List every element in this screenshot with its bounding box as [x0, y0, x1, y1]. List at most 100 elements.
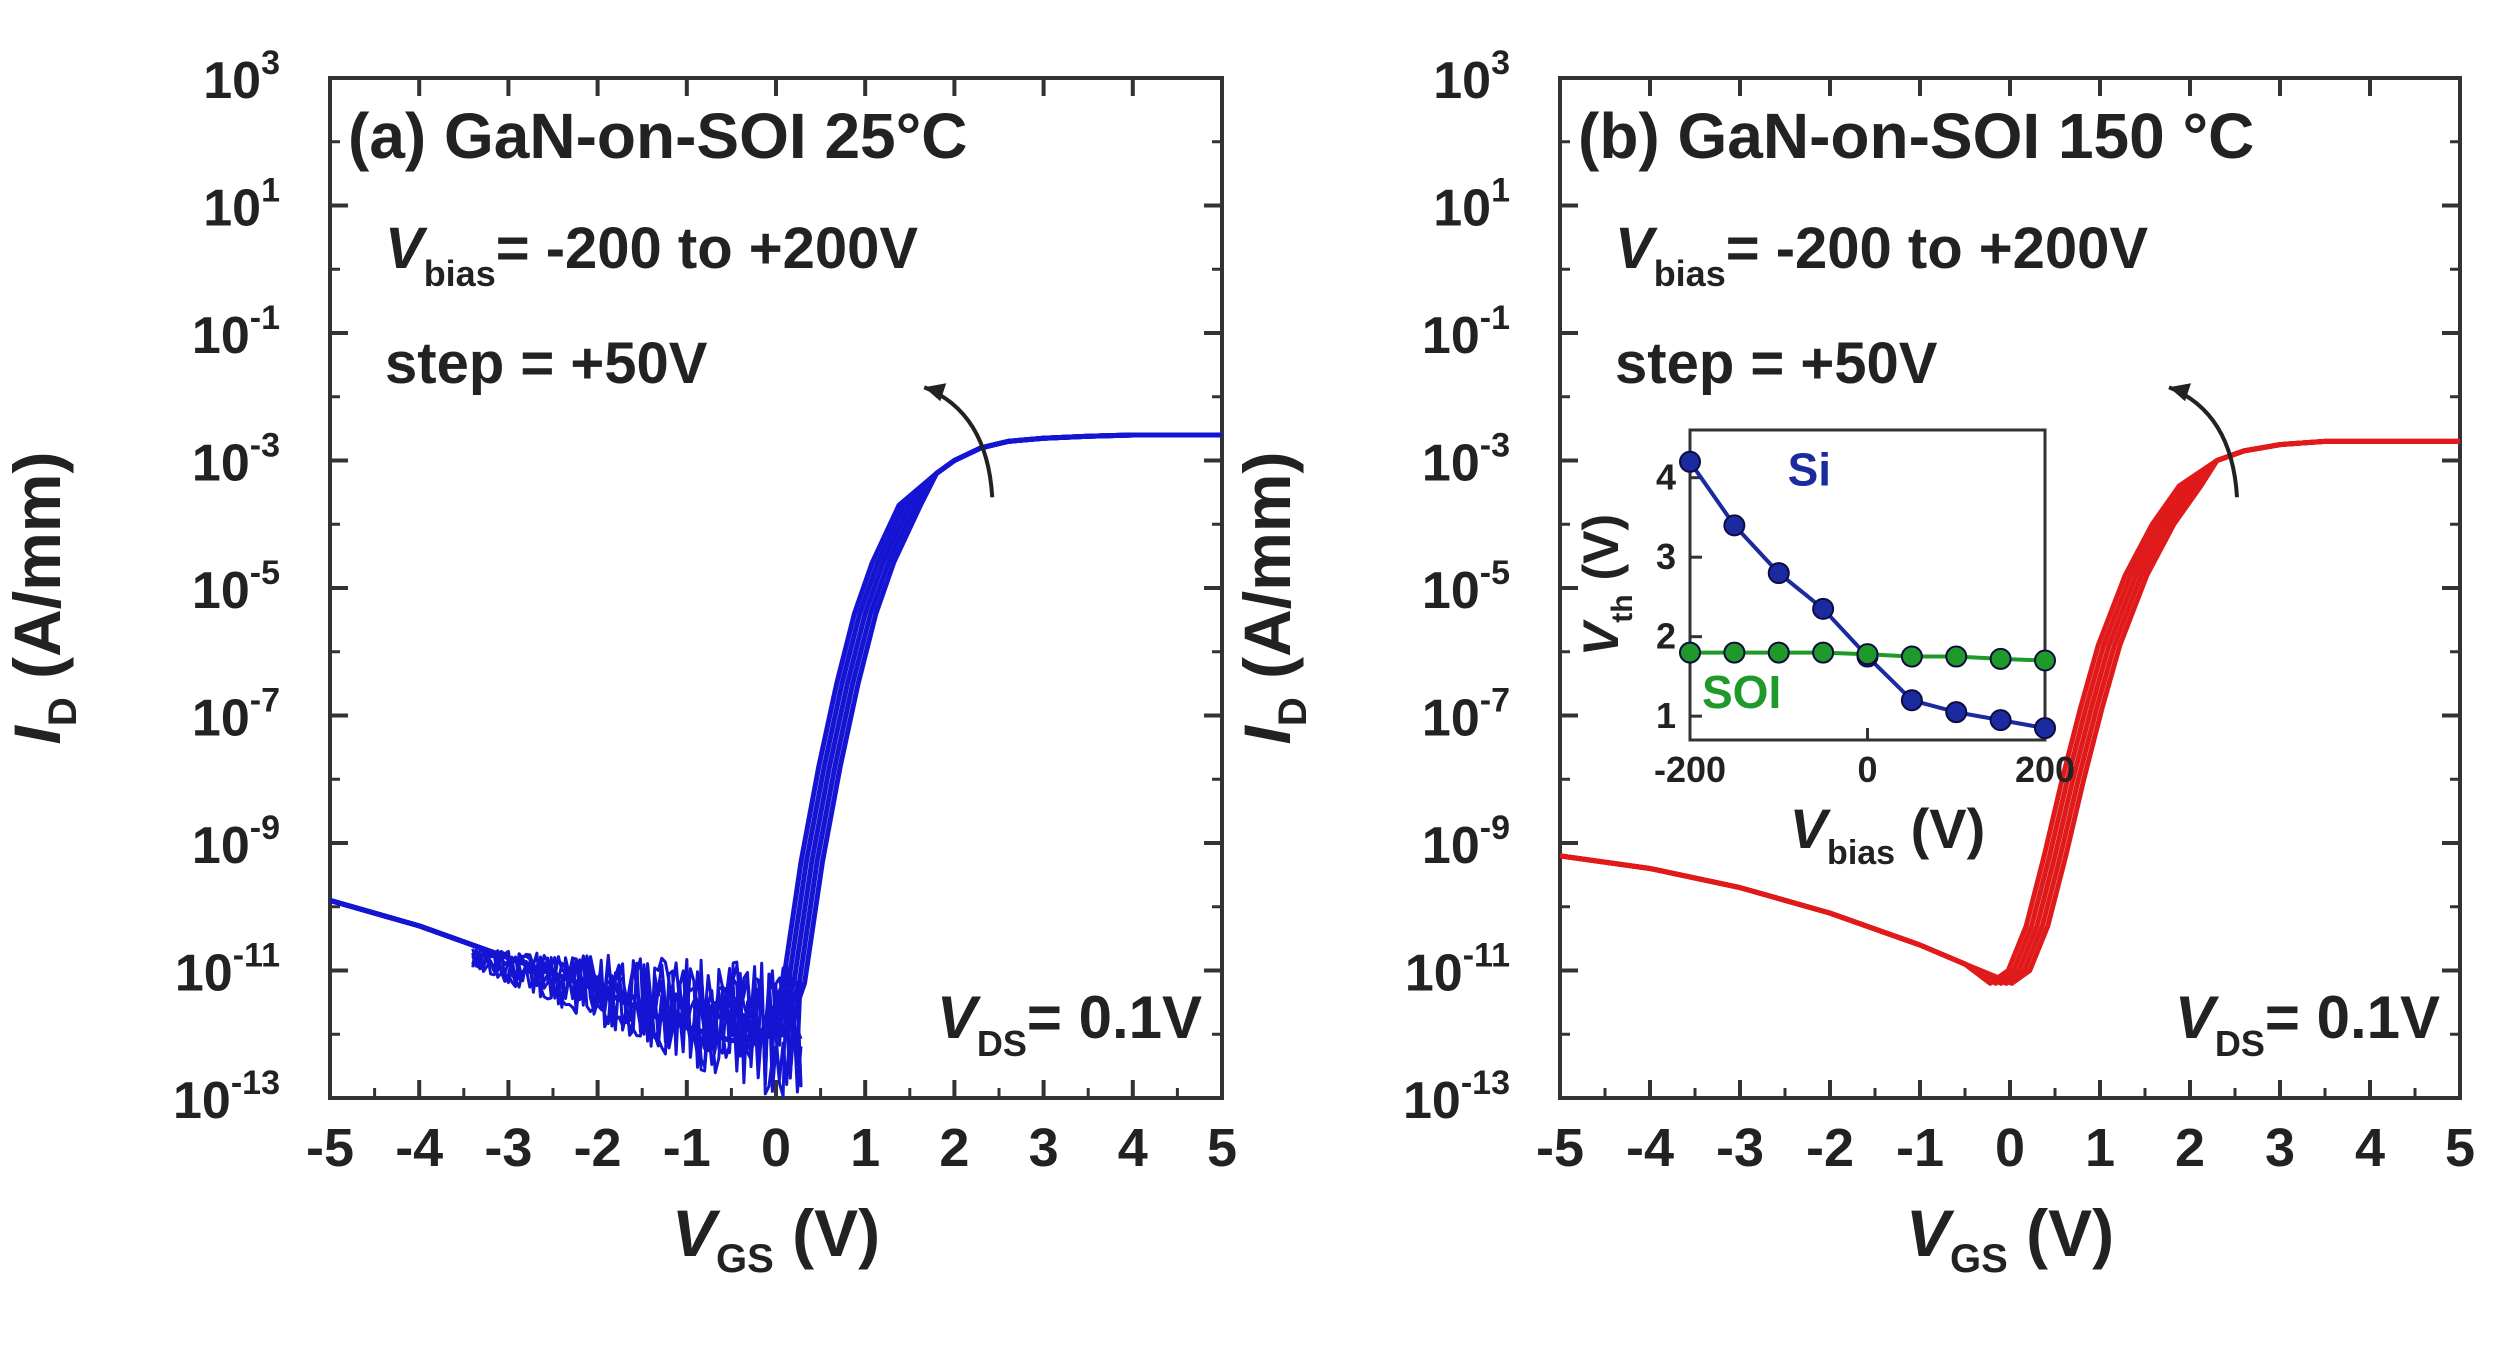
y-tick-exponent: 3 — [1491, 44, 1510, 82]
y-tick-base: 10 — [1433, 180, 1491, 238]
inset-point-si — [1723, 514, 1746, 537]
y-tick-base: 10 — [1433, 52, 1491, 110]
y-tick-label: 10-5 — [192, 554, 280, 620]
x-tick-label: 4 — [2355, 1118, 2385, 1178]
y-tick-label: 10-3 — [192, 427, 280, 493]
x-tick-label: -4 — [1626, 1118, 1674, 1178]
x-tick-label: 5 — [1207, 1118, 1237, 1178]
panel-b-plot: -5 -4 -3 -2 -1 0 1 2 3 4 510310110-110-310-510-710… — [1230, 44, 2475, 1281]
y-tick-label: 10-1 — [192, 299, 280, 365]
y-tick-label: 10-9 — [1422, 809, 1510, 875]
y-tick-label: 101 — [1433, 172, 1510, 238]
inset-x-axis-label-sub: bias — [1827, 834, 1895, 872]
x-tick-label: -3 — [1716, 1118, 1764, 1178]
arrow-head-icon — [2169, 383, 2191, 402]
inset-x-tick-label: 200 — [2015, 749, 2075, 790]
y-tick-base: 10 — [1422, 435, 1480, 493]
x-tick-label: 1 — [2085, 1118, 2115, 1178]
bias-annotation: Vbias= -200 to +200V — [1615, 216, 2148, 294]
inset-legend-soi: SOI — [1702, 666, 1781, 718]
x-axis-label: VGS (V) — [672, 1196, 880, 1281]
y-tick-exponent: -11 — [1463, 937, 1510, 975]
noise-trace-4 — [471, 948, 803, 1075]
vds-annotation-sub: DS — [2215, 1023, 2265, 1064]
inset-point-soi — [2034, 649, 2056, 672]
bias-annotation-sub: bias — [1654, 253, 1726, 294]
inset-point-si — [1900, 689, 1923, 712]
y-tick-label: 10-3 — [1422, 427, 1510, 493]
inset-y-axis-label-sub: th — [1606, 594, 1639, 622]
step-annotation: step = +50V — [1615, 331, 1938, 396]
inset-x-tick-label: -200 — [1654, 749, 1726, 790]
arrow-head-icon — [924, 383, 947, 402]
inset-y-tick-label: 2 — [1656, 616, 1676, 657]
y-tick-base: 10 — [203, 180, 261, 238]
x-tick-label: 3 — [2265, 1118, 2295, 1178]
y-tick-exponent: -13 — [231, 1064, 280, 1102]
x-tick-label: 0 — [1995, 1118, 2025, 1178]
x-tick-label: -2 — [574, 1118, 622, 1178]
vds-annotation: VDS= 0.1V — [2175, 984, 2440, 1064]
y-axis-label: ID (A/mm) — [1230, 452, 1315, 745]
noise-trace-5 — [471, 950, 803, 1096]
x-axis-label-unit: (V) — [2008, 1196, 2114, 1270]
x-tick-label: 2 — [939, 1118, 969, 1178]
y-tick-label: 103 — [203, 44, 280, 110]
id-curve-vbias-0 — [330, 432, 1222, 1044]
x-tick-label: -1 — [663, 1118, 711, 1178]
y-tick-exponent: -3 — [1480, 427, 1510, 465]
y-tick-label: 10-5 — [1422, 554, 1510, 620]
x-tick-label: 2 — [2175, 1118, 2205, 1178]
y-axis-label-main: I — [0, 724, 74, 744]
y-tick-label: 10-7 — [192, 682, 280, 748]
bias-annotation-sub: bias — [424, 253, 496, 294]
vds-annotation-sub: DS — [977, 1023, 1027, 1064]
y-tick-label: 10-13 — [173, 1064, 280, 1130]
x-axis-label-sub: GS — [716, 1237, 774, 1281]
y-tick-label: 10-7 — [1422, 682, 1510, 748]
y-tick-label: 10-1 — [1422, 299, 1510, 365]
id-curve-vbias-4 — [330, 432, 1222, 1044]
panel-label: (b) GaN-on-SOI 150 °C — [1578, 100, 2254, 172]
inset-point-si — [2034, 717, 2056, 740]
x-tick-label: 4 — [1118, 1118, 1148, 1178]
y-tick-exponent: 1 — [1491, 172, 1510, 210]
x-tick-label: 5 — [2445, 1118, 2475, 1178]
y-tick-label: 10-11 — [1405, 937, 1510, 1003]
y-tick-exponent: -9 — [1480, 809, 1510, 847]
y-tick-exponent: -5 — [1480, 554, 1510, 592]
inset-point-si — [1767, 562, 1790, 585]
inset-frame — [1688, 428, 2047, 742]
inset-point-soi — [1679, 641, 1701, 664]
y-tick-base: 10 — [1422, 562, 1480, 620]
inset-y-tick-label: 1 — [1656, 695, 1676, 736]
inset-y-axis-label-unit: (V) — [1573, 514, 1629, 595]
y-tick-exponent: -3 — [250, 427, 280, 465]
x-axis-label-sub: GS — [1950, 1237, 2008, 1281]
inset-point-si — [1812, 597, 1835, 620]
x-axis-label-main: V — [672, 1196, 721, 1270]
y-tick-exponent: -13 — [1461, 1064, 1510, 1102]
y-tick-label: 103 — [1433, 44, 1510, 110]
y-axis-label-main: I — [1230, 724, 1304, 744]
y-tick-label: 10-11 — [175, 937, 280, 1003]
vds-annotation-text: = 0.1V — [1027, 984, 1202, 1051]
y-tick-label: 10-9 — [192, 809, 280, 875]
inset-x-tick-label: 0 — [1857, 749, 1877, 790]
inset-point-si — [1945, 701, 1968, 724]
y-tick-exponent: -1 — [250, 299, 280, 337]
x-tick-label: -4 — [395, 1118, 443, 1178]
y-axis-label: ID (A/mm) — [0, 452, 85, 745]
y-tick-exponent: -9 — [250, 809, 280, 847]
inset-point-soi — [1856, 643, 1879, 666]
inset-y-axis-label-main: V — [1573, 619, 1629, 656]
y-tick-base: 10 — [192, 562, 250, 620]
vds-annotation: VDS= 0.1V — [937, 984, 1202, 1064]
id-curve-vbias-1 — [330, 432, 1222, 1044]
y-tick-label: 101 — [203, 172, 280, 238]
x-axis-label-unit: (V) — [774, 1196, 880, 1270]
y-tick-exponent: 1 — [261, 172, 280, 210]
y-tick-base: 10 — [1422, 817, 1480, 875]
y-tick-base: 10 — [192, 690, 250, 748]
